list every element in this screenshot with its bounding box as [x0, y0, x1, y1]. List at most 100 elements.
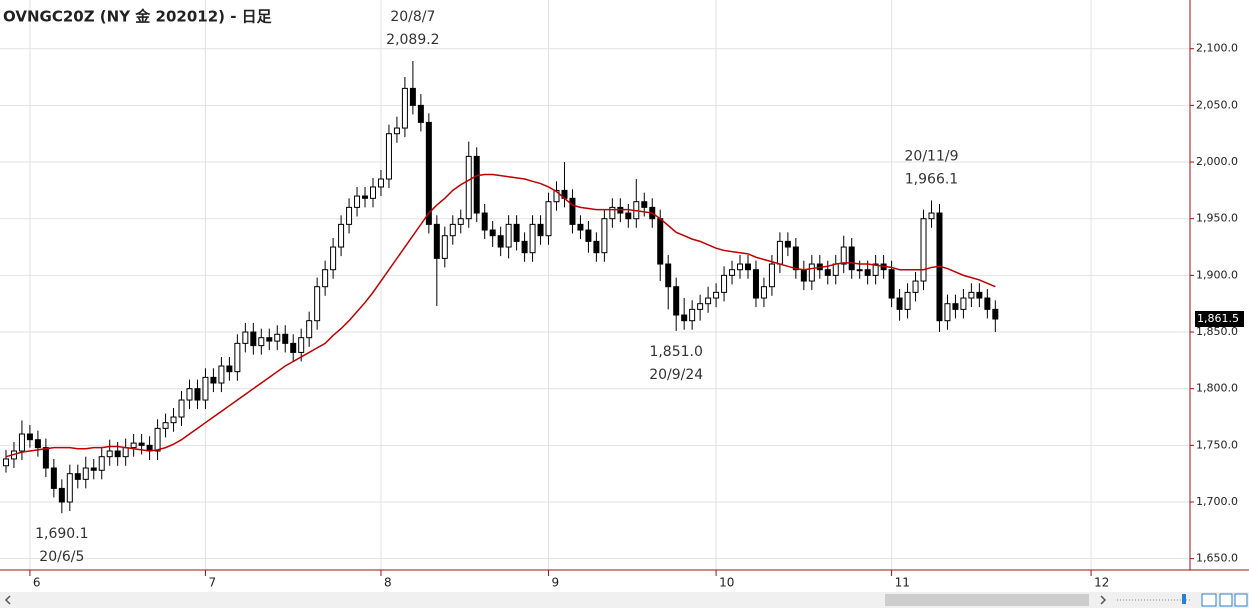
- candle-body: [50, 467, 57, 489]
- zoom-button[interactable]: [1219, 593, 1233, 607]
- candle-body: [673, 286, 680, 316]
- candle-body: [122, 447, 129, 458]
- candle-body: [202, 376, 209, 401]
- y-tick-label: 1,950.0: [1196, 212, 1238, 225]
- scrollbar[interactable]: [0, 592, 1249, 608]
- candle-body: [920, 218, 927, 282]
- candle-body: [609, 206, 616, 220]
- candle-body: [377, 178, 384, 188]
- plot: [2, 60, 999, 514]
- candle-body: [968, 291, 975, 299]
- candle-body: [976, 291, 983, 299]
- candle-body: [346, 206, 353, 225]
- candle-body: [369, 186, 376, 199]
- candle-body: [298, 337, 305, 353]
- last-price-label: 1,861.5: [1197, 312, 1239, 325]
- candle-body: [896, 297, 903, 310]
- candle-body: [705, 297, 712, 305]
- candle-body: [465, 155, 472, 220]
- candle-body: [218, 365, 225, 384]
- candle-body: [362, 195, 369, 199]
- candle-body: [824, 269, 831, 276]
- annotation-value: 2,089.2: [386, 32, 439, 48]
- candle-body: [234, 342, 241, 373]
- candle-body: [58, 487, 65, 503]
- candle-body: [952, 303, 959, 310]
- candle-body: [904, 291, 911, 310]
- candle-body: [864, 269, 871, 276]
- annotation-value: 1,690.1: [35, 526, 88, 542]
- candle-body: [752, 269, 759, 299]
- candle-body: [138, 442, 145, 446]
- candle-body: [840, 246, 847, 265]
- candle-body: [593, 240, 600, 254]
- candle-body: [848, 246, 855, 271]
- candle-body: [425, 121, 432, 225]
- y-tick-label: 1,800.0: [1196, 382, 1238, 395]
- candle-body: [689, 308, 696, 322]
- candle-body: [697, 303, 704, 310]
- scroll-right[interactable]: [1100, 595, 1107, 605]
- candle-body: [154, 427, 161, 452]
- candle-body: [274, 333, 281, 342]
- candle-body: [681, 314, 688, 322]
- candle-body: [872, 263, 879, 276]
- candle-body: [537, 223, 544, 237]
- candle-body: [473, 155, 480, 214]
- last-price-box: [1195, 310, 1244, 327]
- candle-body: [98, 456, 105, 471]
- x-tick-label: 8: [384, 576, 392, 590]
- candle-body: [792, 246, 799, 271]
- candle-body: [250, 331, 257, 347]
- zoom-handle[interactable]: [1182, 594, 1186, 604]
- candle-body: [513, 223, 520, 242]
- candle-body: [130, 442, 137, 449]
- annotation-value: 1,966.1: [905, 171, 958, 187]
- scroll-thumb[interactable]: [885, 594, 1089, 606]
- candle-body: [162, 422, 169, 429]
- candle-body: [960, 297, 967, 310]
- candle-body: [768, 263, 775, 288]
- candle-body: [2, 458, 9, 467]
- candle-body: [529, 223, 536, 254]
- candle-body: [665, 263, 672, 288]
- candle-body: [306, 320, 313, 339]
- scroll-left[interactable]: [4, 595, 11, 605]
- annotation-value: 1,851.0: [649, 344, 702, 360]
- x-tick-label: 11: [895, 576, 910, 590]
- candle-body: [417, 104, 424, 123]
- candle-body: [545, 201, 552, 237]
- candle-body: [354, 195, 361, 208]
- candle-body: [338, 223, 345, 248]
- candle-body: [481, 212, 488, 231]
- y-tick-label: 1,650.0: [1196, 552, 1238, 565]
- candle-body: [170, 416, 177, 424]
- annotation-date: 20/6/5: [39, 549, 84, 565]
- candle-body: [178, 399, 185, 418]
- candle-body: [569, 197, 576, 225]
- y-tick-label: 1,700.0: [1196, 495, 1238, 508]
- candle-body: [18, 433, 25, 452]
- y-tick-label: 2,100.0: [1196, 42, 1238, 55]
- candle-body: [505, 223, 512, 248]
- candle-body: [210, 376, 217, 384]
- candle-body: [66, 473, 73, 503]
- candle-body: [114, 450, 121, 458]
- candle-body: [832, 263, 839, 276]
- x-tick-label: 12: [1094, 576, 1109, 590]
- candle-body: [729, 269, 736, 276]
- candle-body: [784, 240, 791, 248]
- candle-body: [441, 235, 448, 259]
- candle-body: [489, 229, 496, 237]
- candle-body: [497, 235, 504, 248]
- candle-body: [657, 218, 664, 265]
- candle-body: [641, 201, 648, 208]
- candle-body: [808, 263, 815, 282]
- candle-body: [760, 286, 767, 299]
- fit-button[interactable]: [1234, 593, 1248, 607]
- candle-body: [744, 263, 751, 271]
- y-tick-label: 1,900.0: [1196, 268, 1238, 281]
- candle-body: [737, 263, 744, 271]
- zoom-button[interactable]: [1201, 593, 1217, 607]
